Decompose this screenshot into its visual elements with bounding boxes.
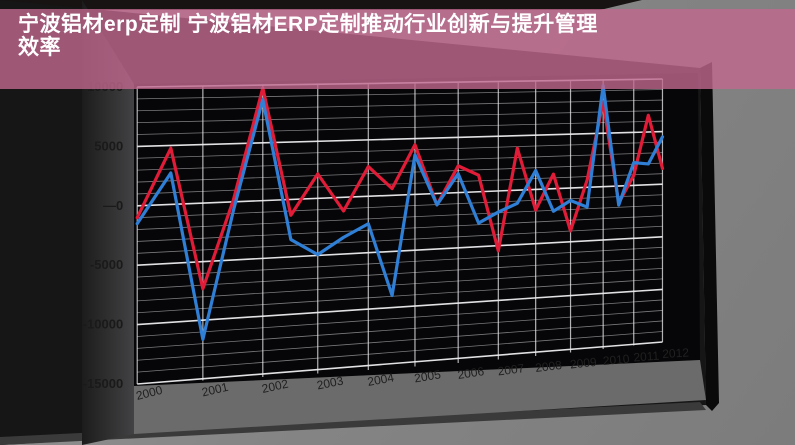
svg-text:2012: 2012 bbox=[662, 346, 690, 361]
svg-text:-5000: -5000 bbox=[90, 257, 123, 272]
svg-text:5000: 5000 bbox=[94, 138, 123, 153]
svg-text:—0: —0 bbox=[103, 198, 123, 213]
svg-text:-15000: -15000 bbox=[83, 376, 123, 391]
svg-text:2010: 2010 bbox=[602, 352, 630, 368]
svg-text:-10000: -10000 bbox=[83, 317, 123, 332]
svg-text:2009: 2009 bbox=[569, 355, 597, 372]
svg-text:2011: 2011 bbox=[633, 349, 660, 365]
